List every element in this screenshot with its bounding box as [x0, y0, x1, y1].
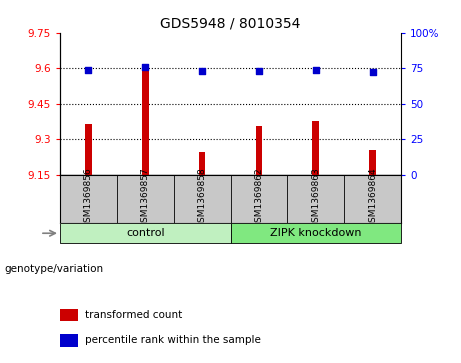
- Point: [85, 68, 92, 73]
- Bar: [255, 126, 262, 175]
- Text: transformed count: transformed count: [85, 310, 183, 320]
- Point: [142, 64, 149, 70]
- Text: GSM1369858: GSM1369858: [198, 168, 207, 228]
- Point: [369, 69, 376, 74]
- Bar: [199, 152, 206, 175]
- Text: genotype/variation: genotype/variation: [5, 264, 104, 274]
- Title: GDS5948 / 8010354: GDS5948 / 8010354: [160, 16, 301, 30]
- Point: [198, 68, 206, 74]
- Text: GSM1369857: GSM1369857: [141, 168, 150, 228]
- Text: GSM1369863: GSM1369863: [311, 168, 320, 228]
- Bar: [313, 121, 319, 175]
- Text: ZIPK knockdown: ZIPK knockdown: [270, 228, 361, 238]
- Point: [255, 68, 263, 74]
- Bar: [60, 223, 230, 243]
- Bar: [85, 124, 92, 175]
- Text: percentile rank within the sample: percentile rank within the sample: [85, 335, 261, 346]
- Point: [312, 68, 319, 73]
- Bar: [369, 150, 376, 175]
- Text: GSM1369862: GSM1369862: [254, 168, 263, 228]
- Text: control: control: [126, 228, 165, 238]
- Text: GSM1369864: GSM1369864: [368, 168, 377, 228]
- Bar: [230, 223, 401, 243]
- Text: GSM1369856: GSM1369856: [84, 168, 93, 228]
- Bar: [142, 67, 148, 175]
